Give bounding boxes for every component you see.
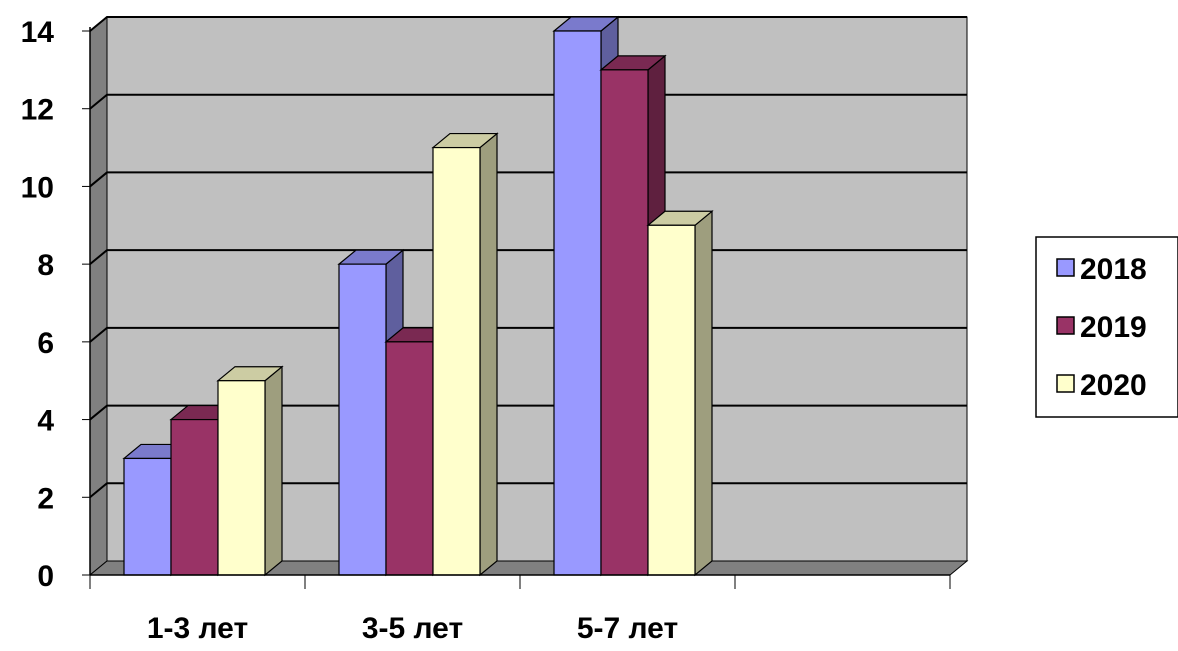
bar-front (553, 30, 602, 576)
legend-item: 2020 (1056, 369, 1147, 402)
bar-front (338, 263, 387, 576)
y-tick-label: 14 (21, 16, 55, 49)
y-tick-label: 0 (37, 560, 54, 593)
legend-label: 2018 (1080, 253, 1147, 286)
x-category-label: 5-7 лет (577, 612, 678, 645)
legend-swatch (1056, 258, 1075, 277)
y-tick-label: 10 (21, 171, 54, 204)
legend-label: 2020 (1080, 369, 1147, 402)
bar (431, 132, 499, 577)
bar (646, 210, 714, 577)
legend-item: 2019 (1056, 311, 1147, 344)
y-tick-label: 4 (37, 405, 54, 438)
bar-side (694, 210, 713, 577)
bar (216, 365, 284, 577)
y-tick-label: 8 (37, 249, 54, 282)
bar-front (170, 418, 219, 576)
legend-swatch (1056, 316, 1075, 335)
bars (122, 15, 714, 577)
plot-walls (88, 15, 969, 577)
gridline (89, 171, 967, 188)
x-category-labels: 1-3 лет 3-5 лет 5-7 лет (147, 612, 678, 645)
bar-front (217, 380, 266, 576)
bar-side (479, 132, 498, 577)
y-tick-label: 2 (37, 482, 54, 515)
x-category-label: 3-5 лет (362, 612, 463, 645)
y-tick-label: 12 (21, 94, 54, 127)
y-tick-label: 6 (37, 327, 54, 360)
bar-side (264, 365, 283, 577)
x-category-label: 1-3 лет (147, 612, 248, 645)
legend: 2018 2019 2020 (1035, 236, 1178, 418)
y-tick-labels: 0 2 4 6 8 10 12 14 (21, 16, 90, 593)
gridline (89, 93, 967, 110)
legend-label: 2019 (1080, 311, 1147, 344)
bar-front (432, 146, 481, 576)
bar-front (647, 224, 696, 576)
gridline (89, 16, 967, 32)
legend-item: 2018 (1056, 253, 1147, 286)
axes (89, 27, 951, 589)
bar-front (123, 457, 172, 576)
legend-swatch (1056, 374, 1075, 393)
bar-front (385, 341, 434, 576)
bar-front (600, 69, 649, 576)
